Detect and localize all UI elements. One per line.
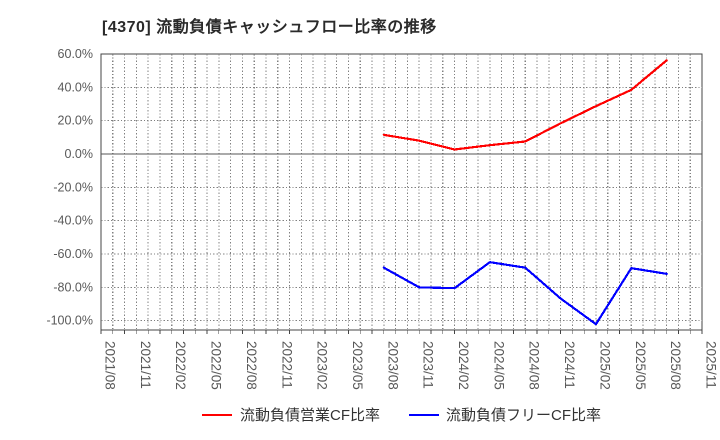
- svg-text:0.0%: 0.0%: [65, 147, 94, 161]
- svg-text:40.0%: 40.0%: [58, 80, 93, 94]
- svg-text:2022/11: 2022/11: [279, 341, 294, 389]
- svg-text:2021/08: 2021/08: [103, 341, 118, 390]
- svg-text:-80.0%: -80.0%: [53, 280, 93, 294]
- svg-text:2022/05: 2022/05: [209, 341, 224, 390]
- svg-text:-40.0%: -40.0%: [53, 214, 93, 228]
- svg-text:-100.0%: -100.0%: [46, 314, 93, 328]
- svg-text:20.0%: 20.0%: [58, 114, 93, 128]
- svg-text:流動負債フリーCF比率: 流動負債フリーCF比率: [446, 407, 601, 424]
- svg-text:流動負債営業CF比率: 流動負債営業CF比率: [240, 407, 380, 424]
- svg-text:2024/08: 2024/08: [527, 341, 542, 390]
- svg-text:2025/02: 2025/02: [597, 341, 612, 390]
- svg-text:2023/08: 2023/08: [385, 341, 400, 390]
- svg-text:2024/05: 2024/05: [491, 341, 506, 390]
- svg-text:2023/02: 2023/02: [315, 341, 330, 390]
- svg-text:2023/11: 2023/11: [421, 341, 436, 389]
- svg-text:2021/11: 2021/11: [138, 341, 153, 389]
- svg-text:2023/05: 2023/05: [350, 341, 365, 390]
- svg-text:2025/08: 2025/08: [668, 341, 683, 390]
- svg-text:2025/11: 2025/11: [704, 341, 719, 389]
- svg-text:-20.0%: -20.0%: [53, 180, 93, 194]
- svg-text:2024/02: 2024/02: [456, 341, 471, 390]
- svg-text:2024/11: 2024/11: [562, 341, 577, 389]
- svg-text:2022/02: 2022/02: [173, 341, 188, 390]
- svg-text:2022/08: 2022/08: [244, 341, 259, 390]
- svg-text:2025/05: 2025/05: [633, 341, 648, 390]
- svg-text:-60.0%: -60.0%: [53, 247, 93, 261]
- svg-text:60.0%: 60.0%: [58, 47, 93, 61]
